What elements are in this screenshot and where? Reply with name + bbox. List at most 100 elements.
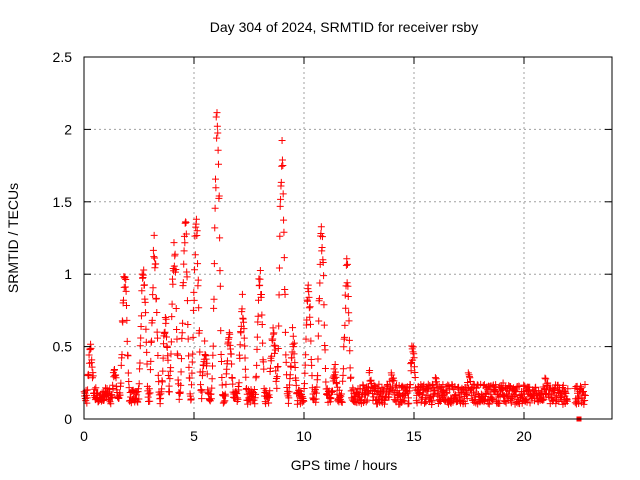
data-point <box>329 388 337 396</box>
data-point <box>88 363 96 371</box>
data-point <box>216 234 224 242</box>
data-point <box>280 228 288 236</box>
data-point <box>241 354 249 362</box>
data-point <box>407 367 415 375</box>
data-point <box>236 341 244 349</box>
data-point <box>154 334 162 342</box>
data-point <box>507 399 515 407</box>
data-point <box>195 327 203 335</box>
data-point <box>122 287 130 295</box>
data-point <box>177 368 185 376</box>
data-point <box>87 344 95 352</box>
data-point <box>199 368 207 376</box>
data-point <box>106 386 114 394</box>
data-point <box>235 386 243 394</box>
data-point <box>217 357 225 365</box>
data-point <box>233 390 241 398</box>
data-point <box>190 288 198 296</box>
data-point <box>108 394 116 402</box>
data-point <box>158 385 166 393</box>
data-point <box>404 400 412 408</box>
data-point <box>445 382 453 390</box>
data-point <box>461 400 469 408</box>
data-point <box>217 350 225 358</box>
data-point <box>238 290 246 298</box>
data-point <box>167 350 175 358</box>
data-point <box>253 361 261 369</box>
data-point <box>241 342 249 350</box>
data-point <box>214 160 222 168</box>
data-point <box>268 352 276 360</box>
data-point <box>208 384 216 392</box>
data-point <box>213 109 221 117</box>
data-point <box>260 365 268 373</box>
data-point <box>360 390 368 398</box>
data-point <box>405 399 413 407</box>
data-point <box>212 113 220 121</box>
data-point <box>137 334 145 342</box>
data-point <box>285 394 293 402</box>
data-point <box>136 359 144 367</box>
data-point <box>207 395 215 403</box>
data-point <box>152 294 160 302</box>
data-point <box>278 136 286 144</box>
data-point <box>123 316 131 324</box>
data-point <box>195 304 203 312</box>
data-point <box>85 351 93 359</box>
data-point <box>137 312 145 320</box>
data-point <box>182 219 190 227</box>
data-point <box>375 380 383 388</box>
data-point <box>520 381 528 389</box>
data-point <box>259 358 267 366</box>
data-point <box>340 343 348 351</box>
data-point <box>175 395 183 403</box>
data-point <box>342 304 350 312</box>
data-point <box>306 320 314 328</box>
data-point <box>185 363 193 371</box>
data-point <box>215 192 223 200</box>
data-point <box>485 400 493 408</box>
data-point <box>172 305 180 313</box>
data-point <box>289 332 297 340</box>
data-point <box>187 395 195 403</box>
data-point <box>346 364 354 372</box>
data-point <box>580 388 588 396</box>
data-point <box>320 272 328 280</box>
data-point <box>320 301 328 309</box>
data-point <box>181 239 189 247</box>
data-point <box>89 372 97 380</box>
data-point <box>137 323 145 331</box>
data-point <box>307 337 315 345</box>
data-point <box>234 395 242 403</box>
data-point <box>281 328 289 336</box>
data-point <box>150 253 158 261</box>
data-point <box>177 355 185 363</box>
data-point <box>122 302 130 310</box>
data-point <box>266 364 274 372</box>
data-point <box>209 351 217 359</box>
data-point <box>165 388 173 396</box>
data-point <box>314 332 322 340</box>
data-point <box>194 260 202 268</box>
data-point <box>411 373 419 381</box>
data-point <box>312 389 320 397</box>
data-point <box>240 334 248 342</box>
data-point <box>470 388 478 396</box>
data-point <box>153 309 161 317</box>
data-point <box>258 311 266 319</box>
data-point <box>125 378 133 386</box>
data-point <box>362 398 370 406</box>
data-point <box>330 365 338 373</box>
data-point <box>317 223 325 231</box>
data-point <box>563 397 571 405</box>
data-point <box>489 396 497 404</box>
data-point <box>289 324 297 332</box>
data-point <box>176 388 184 396</box>
data-point <box>286 381 294 389</box>
data-point <box>345 336 353 344</box>
data-point <box>163 343 171 351</box>
data-point <box>191 266 199 274</box>
data-point <box>484 399 492 407</box>
data-point <box>270 341 278 349</box>
data-point <box>265 393 273 401</box>
